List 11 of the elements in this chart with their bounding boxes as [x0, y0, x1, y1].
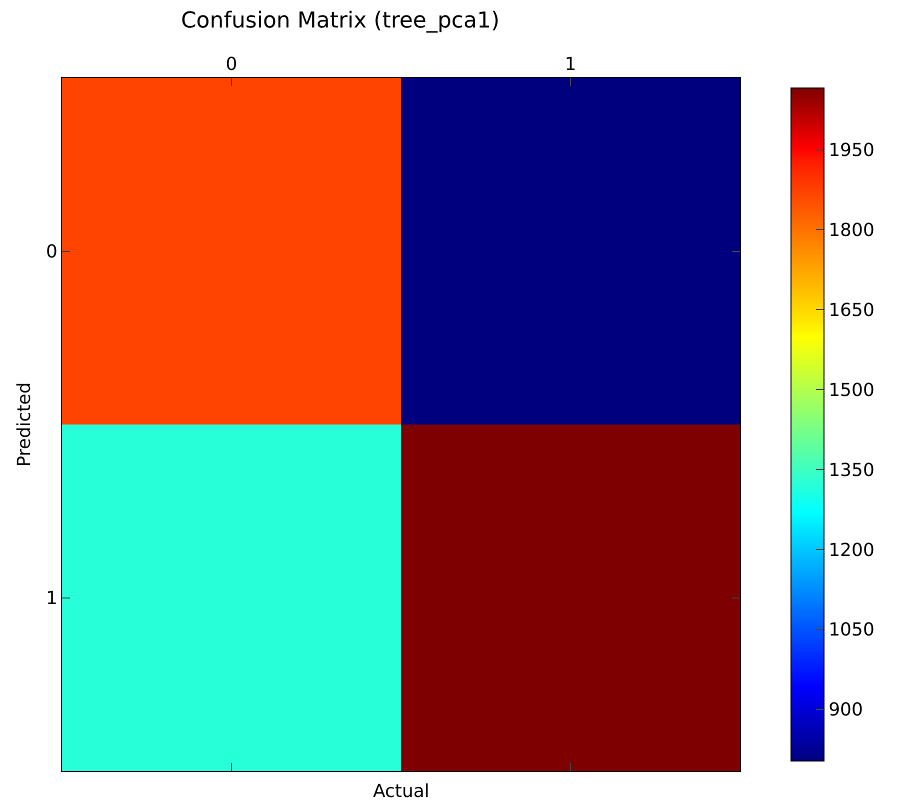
y-axis-title: Predicted [14, 382, 36, 467]
color-bar-label: 1050 [828, 620, 874, 641]
color-bar-label: 1800 [828, 220, 874, 242]
color-bar-label: 1200 [828, 540, 874, 561]
color-bar-label: 1650 [828, 300, 874, 321]
color-bar-label: 1350 [828, 460, 874, 481]
chart-title: Confusion Matrix (tree_pca1) [180, 8, 500, 34]
color-bar-label: 1950 [828, 140, 874, 162]
color-bar-label: 900 [828, 700, 863, 721]
color-bar-label: 1500 [828, 380, 874, 401]
x-axis-title: Actual [373, 781, 430, 802]
